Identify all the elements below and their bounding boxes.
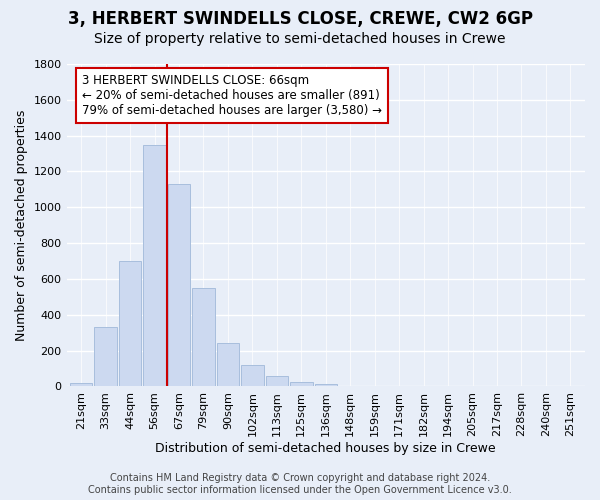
Text: Contains HM Land Registry data © Crown copyright and database right 2024.
Contai: Contains HM Land Registry data © Crown c…: [88, 474, 512, 495]
Bar: [168, 184, 190, 386]
X-axis label: Distribution of semi-detached houses by size in Crewe: Distribution of semi-detached houses by …: [155, 442, 496, 455]
Y-axis label: Number of semi-detached properties: Number of semi-detached properties: [15, 110, 28, 341]
Bar: [241, 365, 263, 386]
Bar: [217, 342, 239, 386]
Text: 3 HERBERT SWINDELLS CLOSE: 66sqm
← 20% of semi-detached houses are smaller (891): 3 HERBERT SWINDELLS CLOSE: 66sqm ← 20% o…: [82, 74, 382, 116]
Bar: [143, 144, 166, 386]
Bar: [192, 288, 215, 386]
Text: 3, HERBERT SWINDELLS CLOSE, CREWE, CW2 6GP: 3, HERBERT SWINDELLS CLOSE, CREWE, CW2 6…: [67, 10, 533, 28]
Bar: [94, 328, 117, 386]
Text: Size of property relative to semi-detached houses in Crewe: Size of property relative to semi-detach…: [94, 32, 506, 46]
Bar: [314, 384, 337, 386]
Bar: [70, 383, 92, 386]
Bar: [266, 376, 288, 386]
Bar: [119, 261, 142, 386]
Bar: [290, 382, 313, 386]
